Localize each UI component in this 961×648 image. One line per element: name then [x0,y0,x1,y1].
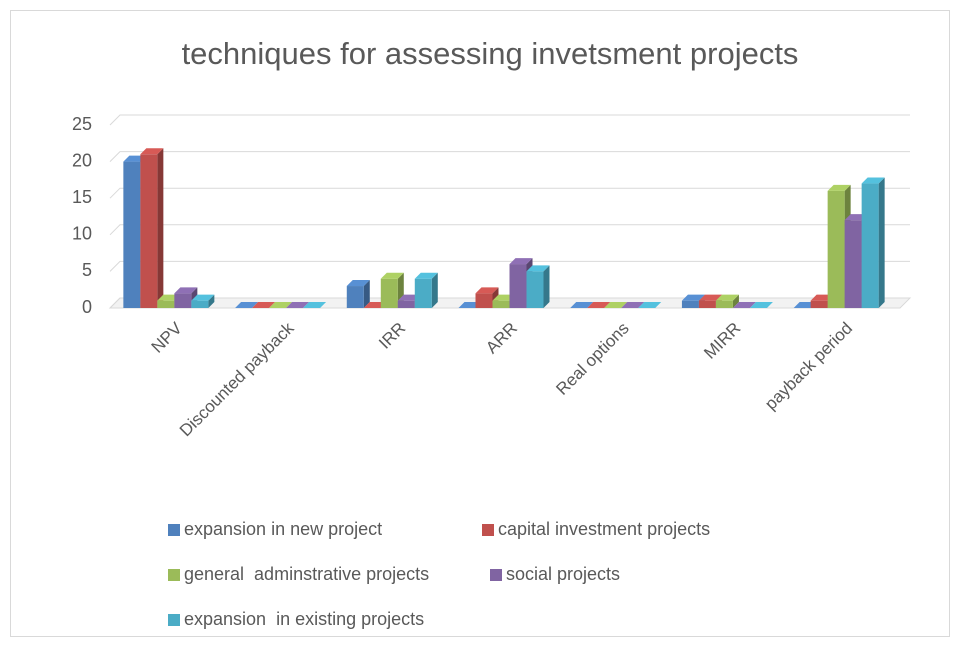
bar [286,302,310,308]
bar [140,148,164,308]
bar-top [570,302,594,308]
legend-swatch [168,614,180,626]
bar [621,302,645,308]
legend-swatch [168,569,180,581]
bar-top [303,302,327,308]
bar [252,302,276,308]
bar-front [397,300,415,308]
bar-side [431,272,438,308]
bar-top [475,287,499,294]
bar-top [269,302,293,308]
legend-swatch [482,524,494,536]
y-tick-label: 25 [72,114,92,134]
bar-top [681,294,705,301]
bar-front [810,300,828,308]
bar-front [123,161,141,308]
bar [346,280,370,308]
grid-line [109,187,910,199]
bar-top [174,287,198,294]
bar [303,302,327,308]
bar-top [749,302,773,308]
bar-top [698,294,722,301]
bar-front [698,300,716,308]
grid-line [109,114,910,126]
bar-top [346,280,370,287]
bar-front [191,300,209,308]
bar-front [380,278,398,308]
bar-top [861,177,885,184]
bar [570,302,594,308]
bar-front [509,264,527,308]
legend-swatch [168,524,180,536]
bar-side [878,177,885,308]
bar [414,272,438,308]
bar-top [621,302,645,308]
bar-top [380,272,404,279]
bar-front [414,278,432,308]
bar-side [157,148,164,308]
bar-top [235,302,259,308]
bar-top [526,265,550,272]
grid-line [109,260,910,272]
bar-front [174,293,192,308]
bar [604,302,628,308]
bar-side [363,280,370,308]
legend-label: social projects [506,564,620,584]
bar [861,177,885,308]
bar-front [861,183,879,308]
bar [749,302,773,308]
bar-top [286,302,310,308]
bar [380,272,404,308]
bar-front [140,154,158,308]
bar-front [715,300,733,308]
bar-side [208,294,215,308]
bar-top [827,184,851,191]
bar [526,265,550,308]
bar-top [191,294,215,301]
bar-top [509,258,533,265]
legend-label: expansion in existing projects [184,609,424,629]
bar-top [638,302,662,308]
bar-top [604,302,628,308]
bar-front [844,220,862,308]
bar-front [475,293,493,308]
bar-front [827,190,845,308]
chart-border [10,10,950,637]
bar-top [715,294,739,301]
bar [715,294,739,308]
bar-front [681,300,699,308]
bar-front [492,300,510,308]
bar-side [732,294,739,308]
bar [191,294,215,308]
bar-front [346,286,364,308]
y-tick-label: 15 [72,187,92,207]
bar [269,302,293,308]
legend-swatch [490,569,502,581]
bar-top [414,272,438,279]
bar [732,302,756,308]
grid-line [109,151,910,162]
bar-top [252,302,276,308]
bar-top [587,302,611,308]
bar-top [140,148,164,155]
legend-label: capital investment projects [498,519,710,539]
bar-front [526,271,544,308]
grid-line [109,224,910,236]
y-tick-label: 10 [72,224,92,244]
grid-line [109,297,910,309]
legend-label: expansion in new project [184,519,382,539]
y-tick-label: 20 [72,150,92,170]
chart-title: techniques for assessing invetsment proj… [182,36,799,71]
bar-side [543,265,550,308]
legend-label: general adminstrative projects [184,564,429,584]
bar [638,302,662,308]
bar-front [157,300,175,308]
bar [235,302,259,308]
y-tick-label: 5 [82,260,92,280]
bar-top [732,302,756,308]
y-tick-label: 0 [82,297,92,317]
bar [587,302,611,308]
